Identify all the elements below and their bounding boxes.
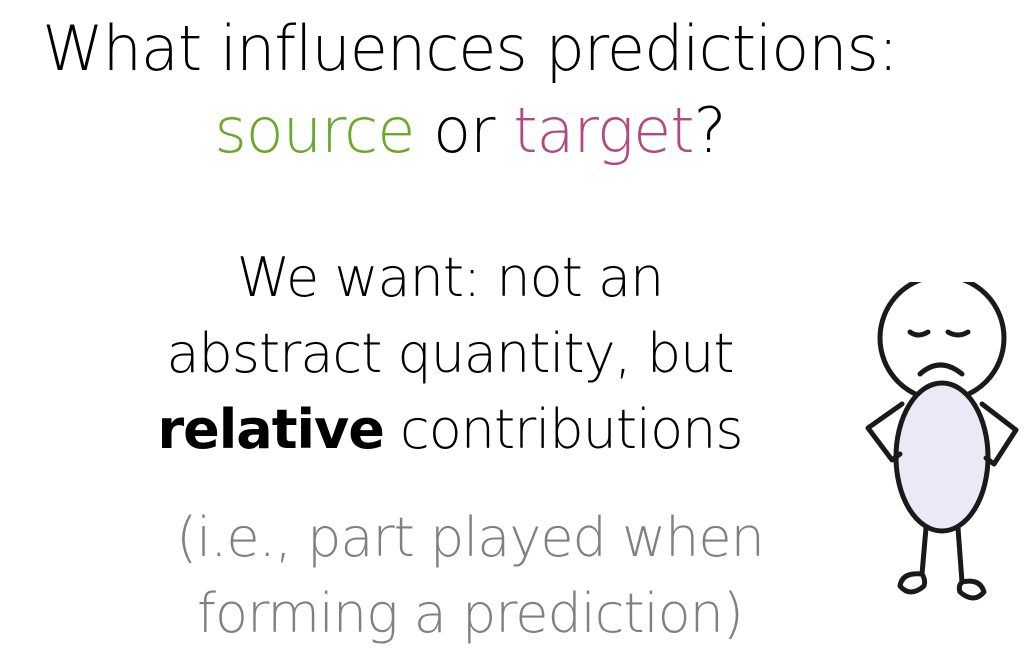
title-line-2: source or target? <box>0 90 940 172</box>
relative-word: relative <box>157 398 385 461</box>
figure-left-foot <box>897 571 928 595</box>
source-word: source <box>214 94 415 167</box>
figure-frown <box>917 362 965 377</box>
figure-left-arm <box>865 401 905 463</box>
or-word: or <box>414 94 514 167</box>
note-line-1: (i.e., part played when <box>176 506 765 569</box>
clarification-note: (i.e., part played when forming a predic… <box>0 500 940 652</box>
main-statement: We want: not an abstract quantity, but r… <box>0 240 900 468</box>
statement-line-3: relative contributions <box>0 392 900 468</box>
target-word: target <box>513 94 694 167</box>
sad-stick-figure-icon <box>852 273 1024 622</box>
stick-figure-drawing <box>865 273 1019 601</box>
figure-right-foot <box>956 578 987 601</box>
figure-right-eye <box>945 329 971 338</box>
statement-line-1: We want: not an <box>236 246 665 309</box>
question-mark: ? <box>693 94 727 167</box>
figure-body <box>893 380 991 534</box>
title-line-1: What influences predictions: <box>42 12 898 85</box>
figure-right-leg <box>955 525 965 585</box>
figure-left-leg <box>919 525 929 577</box>
figure-left-eye <box>907 329 931 338</box>
contributions-text: contributions <box>383 398 743 461</box>
note-line-2: forming a prediction) <box>197 582 744 645</box>
figure-right-arm <box>979 401 1019 467</box>
statement-line-2: abstract quantity, but <box>166 322 734 385</box>
slide-title: What influences predictions: source or t… <box>0 8 940 172</box>
